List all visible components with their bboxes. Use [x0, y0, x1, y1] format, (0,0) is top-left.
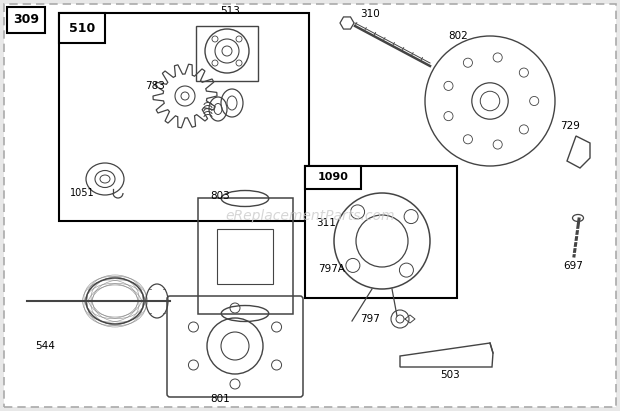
Bar [217, 229, 273, 284]
Text: 1051: 1051 [69, 188, 94, 198]
Text: 311: 311 [316, 218, 336, 228]
Text: 797A: 797A [318, 264, 345, 274]
Bar [59, 13, 105, 43]
Text: 697: 697 [563, 261, 583, 271]
Text: 309: 309 [13, 14, 39, 26]
Text: 801: 801 [210, 394, 230, 404]
Text: 544: 544 [35, 341, 55, 351]
Text: 729: 729 [560, 121, 580, 131]
Text: 310: 310 [360, 9, 380, 19]
Bar [305, 166, 457, 298]
Text: 803: 803 [210, 191, 230, 201]
Text: eReplacementParts.com: eReplacementParts.com [225, 209, 395, 223]
Text: 802: 802 [448, 31, 468, 41]
Bar [305, 166, 361, 189]
Bar [198, 199, 293, 314]
Text: 503: 503 [440, 370, 460, 380]
Text: 783: 783 [145, 81, 165, 91]
Text: 510: 510 [69, 21, 95, 35]
Bar [7, 7, 45, 33]
Text: 1090: 1090 [317, 173, 348, 182]
Bar [196, 26, 258, 81]
Text: 513: 513 [220, 6, 240, 16]
Text: 797: 797 [360, 314, 380, 324]
Bar [59, 13, 309, 221]
